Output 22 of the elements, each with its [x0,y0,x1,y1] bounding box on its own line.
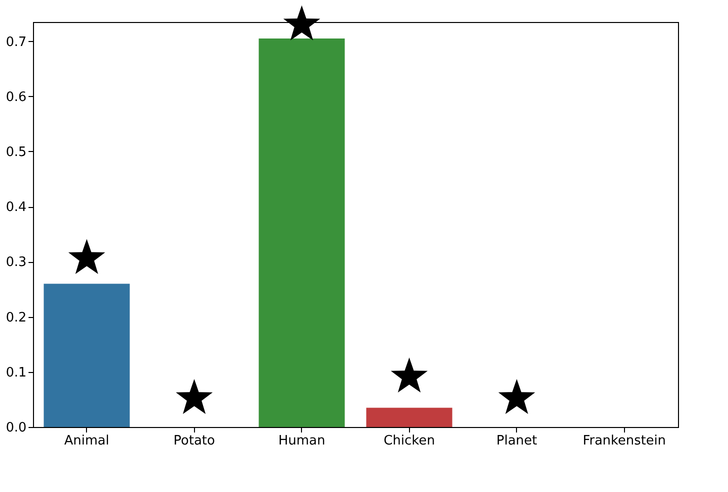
y-tick-label: 0.6 [6,90,26,105]
x-tick-label: Chicken [384,434,435,448]
bar [366,408,452,427]
point [390,357,428,393]
x-tick-label: Frankenstein [582,434,666,448]
bar [258,38,345,427]
y-tick-label: 0.4 [6,200,26,216]
point [283,5,320,40]
x-tick-label: Potato [174,434,216,448]
bar [44,284,130,427]
y-tick-label: 0.0 [6,420,26,436]
y-tick-label: 0.5 [6,144,26,160]
point [176,378,213,414]
point [498,378,536,414]
y-tick-label: 0.1 [6,365,26,380]
point [68,239,106,274]
x-tick-label: Planet [496,434,538,448]
x-tick-label: Human [278,434,326,448]
y-tick-label: 0.2 [6,310,26,326]
x-tick-label: Animal [64,434,110,448]
y-tick-label: 0.7 [6,34,26,50]
y-tick-label: 0.3 [6,255,26,270]
